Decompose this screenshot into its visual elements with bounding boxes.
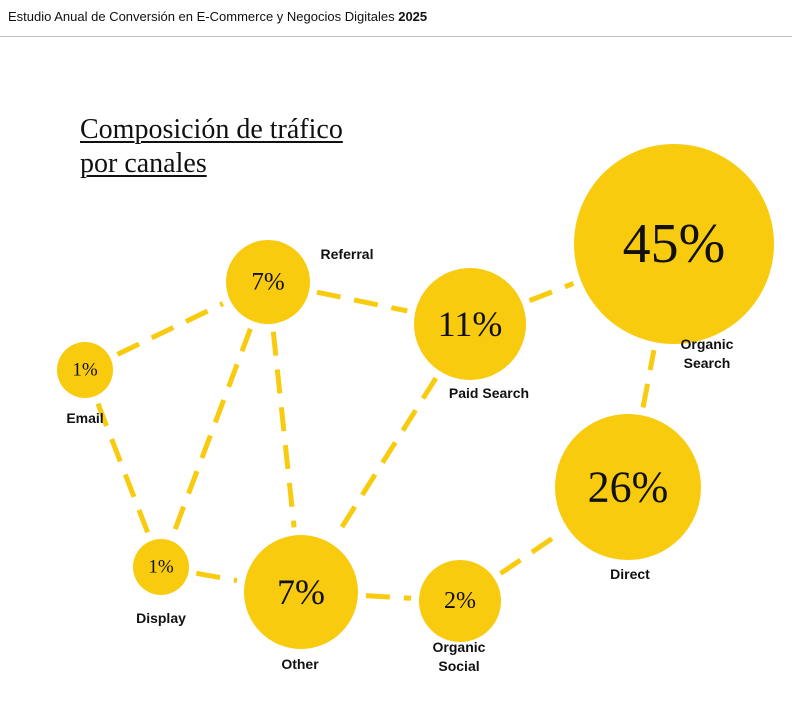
- node-value-organic_search: 45%: [623, 213, 726, 275]
- node-label-direct: Direct: [610, 566, 650, 582]
- node-value-referral: 7%: [251, 269, 284, 296]
- header-title-text: Estudio Anual de Conversión en E-Commerc…: [8, 9, 395, 24]
- nodes-layer: 1% 7% 11% 45% 1% 7% 2% 26%: [57, 144, 774, 649]
- link-referral-other: [270, 331, 297, 528]
- node-value-email: 1%: [72, 360, 98, 381]
- links-layer: [95, 281, 657, 601]
- header-title: Estudio Anual de Conversión en E-Commerc…: [8, 9, 427, 24]
- node-paid_search: [414, 268, 526, 380]
- diagram-title-line1: Composición de tráfico: [80, 114, 343, 145]
- node-label-other: Other: [281, 656, 319, 672]
- node-email: [57, 342, 113, 398]
- link-paid_search-other: [333, 376, 438, 539]
- link-direct-organic_search: [640, 349, 657, 408]
- node-label-email: Email: [66, 410, 104, 426]
- link-paid_search-organic_search: [528, 281, 575, 303]
- link-email-display: [95, 402, 151, 535]
- node-value-other: 7%: [277, 572, 325, 612]
- node-value-organic_social: 2%: [444, 588, 476, 614]
- node-display: [133, 539, 189, 595]
- node-value-paid_search: 11%: [438, 304, 503, 344]
- node-value-direct: 26%: [588, 463, 669, 512]
- node-direct: [555, 414, 701, 560]
- node-other: [244, 535, 358, 649]
- node-label-paid_search: Paid Search: [448, 385, 530, 401]
- node-label-organic_search: Organic Search: [680, 336, 734, 371]
- link-organic_social-direct: [499, 530, 563, 576]
- link-other-organic_social: [365, 593, 412, 601]
- node-organic_search: [574, 144, 774, 344]
- link-referral-display: [171, 327, 253, 535]
- node-label-display: Display: [136, 610, 186, 626]
- page-header: Estudio Anual de Conversión en E-Commerc…: [0, 0, 792, 37]
- link-referral-paid_search: [316, 289, 408, 314]
- diagram-title: Composición de tráfico por canales: [80, 113, 343, 181]
- link-display-other: [195, 570, 238, 584]
- node-label-organic_social: Organic Social: [432, 639, 486, 674]
- node-label-referral: Referral: [320, 246, 374, 262]
- node-referral: [226, 240, 310, 324]
- diagram-title-line2: por canales: [80, 148, 207, 179]
- header-year: 2025: [398, 9, 428, 24]
- node-value-display: 1%: [148, 557, 174, 578]
- link-email-referral: [116, 301, 225, 357]
- node-organic_social: [419, 560, 501, 642]
